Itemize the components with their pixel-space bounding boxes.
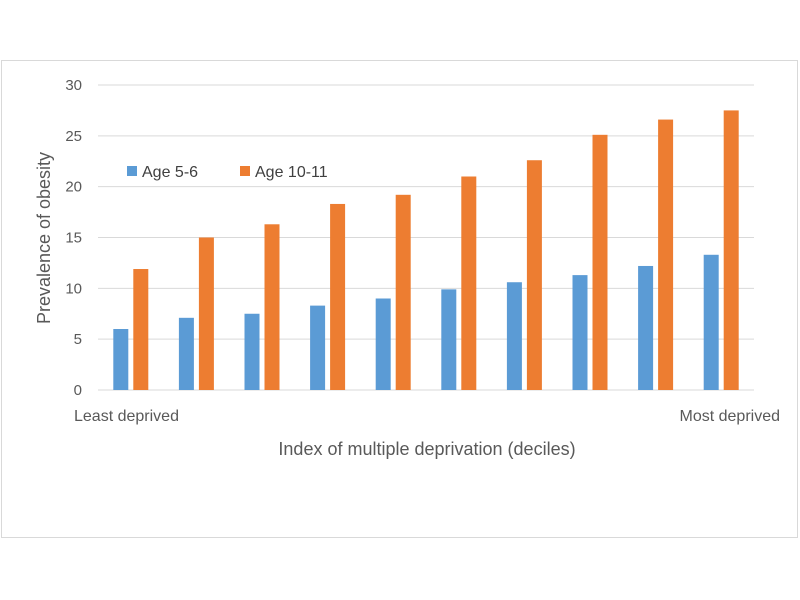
bar-age-10-11	[461, 176, 477, 390]
bar-age-5-6	[178, 317, 194, 390]
bar-age-5-6	[572, 275, 588, 390]
legend: Age 5-6 Age 10-11	[127, 164, 328, 181]
bar-age-5-6	[113, 329, 129, 390]
y-tick-label: 20	[65, 179, 82, 196]
bars	[113, 110, 739, 391]
bar-age-10-11	[330, 203, 346, 390]
gridlines	[98, 84, 754, 391]
y-tick-label: 0	[74, 382, 82, 399]
bar-age-10-11	[723, 110, 739, 391]
bar-age-10-11	[592, 134, 608, 390]
x-axis-title: Index of multiple deprivation (deciles)	[278, 439, 575, 459]
bar-age-5-6	[375, 298, 391, 390]
bar-age-10-11	[198, 237, 214, 390]
bar-age-10-11	[395, 194, 411, 390]
bar-age-5-6	[244, 313, 260, 390]
bar-age-10-11	[264, 224, 280, 390]
x-label-most-deprived: Most deprived	[680, 408, 781, 425]
legend-label-age-5-6: Age 5-6	[142, 164, 198, 181]
bar-age-5-6	[441, 289, 457, 390]
bar-age-10-11	[526, 160, 542, 390]
y-tick-labels: 0 5 10 15 20 25 30	[65, 77, 82, 399]
bar-age-5-6	[703, 254, 719, 390]
bar-age-5-6	[506, 282, 522, 390]
y-tick-label: 30	[65, 77, 82, 94]
y-tick-label: 10	[65, 280, 82, 297]
y-tick-label: 25	[65, 128, 82, 145]
y-tick-label: 15	[65, 230, 82, 247]
bar-age-10-11	[658, 119, 674, 391]
legend-swatch-age-10-11	[240, 166, 250, 176]
bar-age-5-6	[310, 305, 326, 390]
legend-label-age-10-11: Age 10-11	[255, 164, 328, 181]
legend-swatch-age-5-6	[127, 166, 137, 176]
bar-age-10-11	[133, 269, 149, 390]
y-axis-title: Prevalence of obesity	[34, 152, 54, 324]
y-tick-label: 5	[74, 331, 82, 348]
bar-age-5-6	[638, 265, 654, 390]
x-label-least-deprived: Least deprived	[74, 408, 179, 425]
